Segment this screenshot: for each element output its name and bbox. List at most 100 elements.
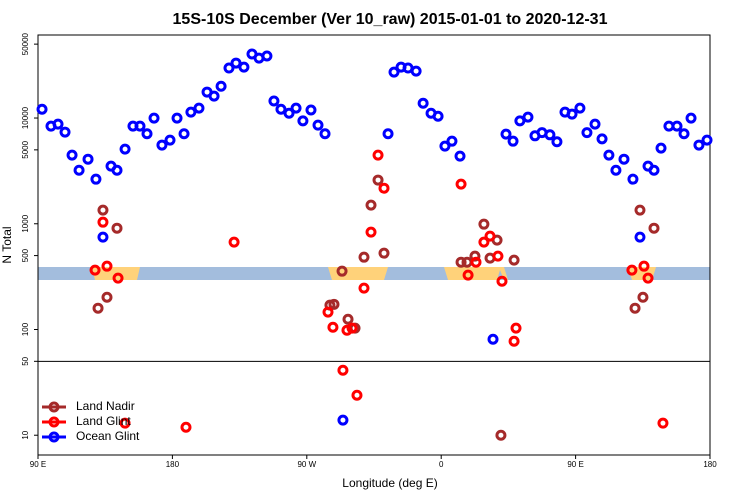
point: [655, 142, 667, 154]
point: [305, 104, 317, 116]
point: [134, 120, 146, 132]
point: [378, 247, 390, 259]
point: [171, 112, 183, 124]
point: [322, 306, 334, 318]
point: [492, 250, 504, 262]
point: [417, 97, 429, 109]
point: [626, 264, 638, 276]
point: [581, 127, 593, 139]
point: [365, 226, 377, 238]
point: [342, 313, 354, 325]
point: [97, 216, 109, 228]
point: [495, 429, 507, 441]
point: [290, 102, 302, 114]
point: [507, 135, 519, 147]
point: [148, 112, 160, 124]
point: [522, 111, 534, 123]
point: [551, 136, 563, 148]
point: [648, 164, 660, 176]
legend-label: Ocean Glint: [76, 429, 140, 443]
point: [382, 128, 394, 140]
point: [469, 250, 481, 262]
point: [337, 364, 349, 376]
point: [164, 134, 176, 146]
point: [410, 65, 422, 77]
point: [358, 282, 370, 294]
point: [618, 153, 630, 165]
point: [508, 335, 520, 347]
point: [454, 150, 466, 162]
point: [496, 275, 508, 287]
legend-label: Land Glint: [76, 414, 131, 428]
point: [89, 264, 101, 276]
point: [59, 126, 71, 138]
legend-marker: [48, 431, 60, 443]
y-tick-label: 5000: [21, 140, 30, 158]
point: [637, 291, 649, 303]
point: [685, 112, 697, 124]
point: [634, 204, 646, 216]
point: [193, 102, 205, 114]
y-tick-label: 10000: [21, 106, 30, 129]
point: [446, 135, 458, 147]
y-tick-label: 50: [21, 356, 30, 365]
point: [365, 199, 377, 211]
point: [629, 302, 641, 314]
point: [119, 143, 131, 155]
land-mask-band: [38, 267, 710, 280]
point: [223, 62, 235, 74]
point: [215, 80, 227, 92]
point: [101, 291, 113, 303]
x-tick-label: 180: [703, 460, 717, 469]
y-tick-label: 500: [21, 248, 30, 262]
legend-label: Land Nadir: [76, 399, 135, 413]
point: [627, 173, 639, 185]
point: [462, 269, 474, 281]
point: [372, 149, 384, 161]
point: [544, 129, 556, 141]
point: [610, 164, 622, 176]
x-tick-label: 0: [439, 460, 444, 469]
x-tick-label: 90 E: [30, 460, 46, 469]
point: [185, 106, 197, 118]
point: [238, 61, 250, 73]
point: [111, 164, 123, 176]
point: [603, 149, 615, 161]
y-tick-label: 1000: [21, 214, 30, 232]
point: [470, 256, 482, 268]
point: [52, 118, 64, 130]
y-tick-label: 50000: [21, 32, 30, 55]
y-tick-label: 10: [21, 430, 30, 439]
point: [178, 128, 190, 140]
point: [97, 231, 109, 243]
point: [101, 260, 113, 272]
legend-marker: [48, 401, 60, 413]
point: [351, 389, 363, 401]
x-tick-label: 90 W: [297, 460, 316, 469]
point: [336, 265, 348, 277]
point: [328, 298, 340, 310]
point: [701, 134, 713, 146]
point: [678, 128, 690, 140]
point: [297, 115, 309, 127]
x-axis-label: Longitude (deg E): [342, 476, 437, 490]
point: [346, 322, 358, 334]
point: [111, 222, 123, 234]
point: [439, 140, 451, 152]
point: [312, 119, 324, 131]
point: [574, 102, 586, 114]
point: [228, 236, 240, 248]
chart-title: 15S-10S December (Ver 10_raw) 2015-01-01…: [173, 11, 608, 28]
point: [230, 57, 242, 69]
point: [36, 103, 48, 115]
point: [388, 66, 400, 78]
point: [478, 236, 490, 248]
point: [208, 90, 220, 102]
point: [261, 50, 273, 62]
point: [180, 421, 192, 433]
y-axis-label: N Total: [0, 226, 14, 263]
point: [372, 174, 384, 186]
point: [638, 260, 650, 272]
point: [484, 230, 496, 242]
point: [657, 417, 669, 429]
